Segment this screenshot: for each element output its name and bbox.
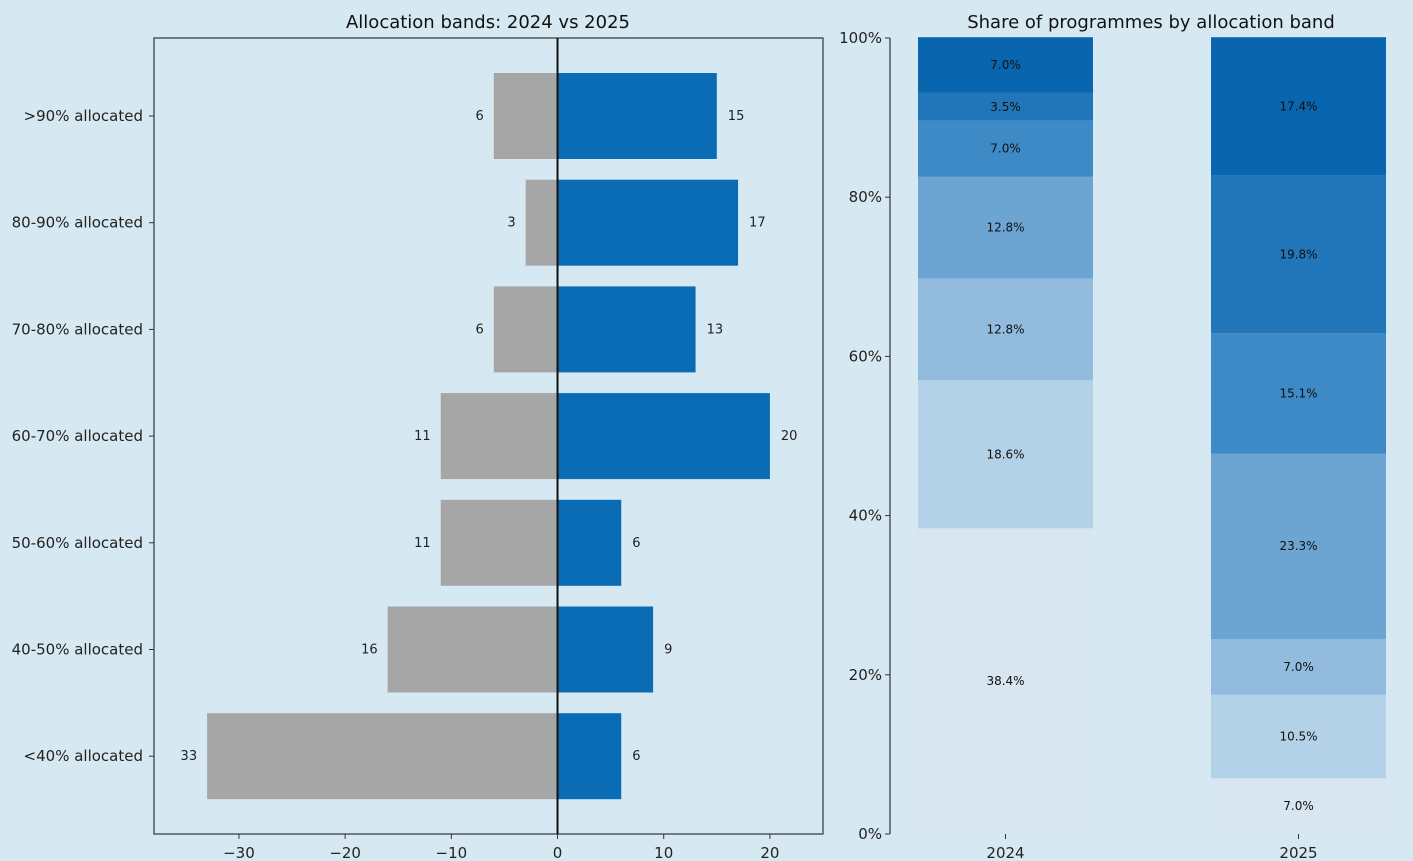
segment-label-2024-80-90-allocated: 3.5% (990, 100, 1021, 114)
x-tick-label-2025: 2025 (1279, 844, 1317, 861)
y-tick-label-3: 60% (849, 347, 882, 365)
bar-label-2025-70-80-allocated: 13 (707, 322, 724, 337)
segment-label-2025-50-60-allocated: 7.0% (1283, 660, 1314, 674)
segment-label-2025-40-50-allocated: 10.5% (1279, 729, 1317, 743)
segment-label-2024-70-80-allocated: 7.0% (990, 142, 1021, 156)
bar-label-2025-60-70-allocated: 20 (781, 429, 798, 444)
segment-2024-40-50-allocated (918, 380, 1093, 529)
segment-2025-40-50-allocated (1211, 694, 1386, 779)
segment-label-2025-90-allocated: 17.4% (1279, 99, 1317, 113)
x-tick-label-1: −20 (329, 844, 361, 861)
y-tick-label-1: 20% (849, 666, 882, 684)
segment-label-2025-70-80-allocated: 15.1% (1279, 386, 1317, 400)
bar-label-2024-90-allocated: 6 (476, 109, 484, 124)
x-tick-label-3: 0 (553, 844, 563, 861)
bar-2025-80-90-allocated (557, 179, 739, 266)
y-tick-label-4: 80% (849, 188, 882, 206)
bar-2025-70-80-allocated (557, 286, 696, 373)
segment-2025-40-allocated (1211, 778, 1386, 834)
bar-label-2025-40-allocated: 6 (632, 749, 640, 764)
bar-label-2024-60-70-allocated: 11 (414, 429, 431, 444)
segment-label-2025-60-70-allocated: 23.3% (1279, 539, 1317, 553)
segment-2024-90-allocated (918, 37, 1093, 93)
y-tick-label-0: 0% (858, 825, 882, 843)
bar-label-2025-40-50-allocated: 9 (664, 643, 672, 658)
segment-2025-80-90-allocated (1211, 175, 1386, 334)
y-tick-label-70-80-allocated: 70-80% allocated (12, 320, 143, 338)
bar-label-2024-80-90-allocated: 3 (507, 216, 515, 231)
bar-2024-40-50-allocated (387, 606, 558, 693)
segment-label-2024-40-allocated: 38.4% (986, 674, 1024, 688)
bar-2024-60-70-allocated (440, 393, 558, 480)
bar-label-2024-40-allocated: 33 (181, 749, 198, 764)
segment-2024-60-70-allocated (918, 176, 1093, 279)
segment-2025-70-80-allocated (1211, 333, 1386, 454)
stacked-share-chart: Share of programmes by allocation band 3… (839, 12, 1386, 861)
bar-2024-80-90-allocated (525, 179, 558, 266)
segment-label-2024-90-allocated: 7.0% (990, 58, 1021, 72)
x-tick-label-4: 10 (654, 844, 673, 861)
bar-2025-40-allocated (557, 713, 622, 800)
bar-label-2025-50-60-allocated: 6 (632, 536, 640, 551)
bar-2024-70-80-allocated (493, 286, 558, 373)
segment-2024-40-allocated (918, 528, 1093, 834)
bar-2024-50-60-allocated (440, 499, 558, 586)
x-tick-label-2024: 2024 (986, 844, 1024, 861)
bar-label-2024-70-80-allocated: 6 (476, 322, 484, 337)
y-tick-label-2: 40% (849, 507, 882, 525)
bar-label-2024-50-60-allocated: 11 (414, 536, 431, 551)
segment-2024-70-80-allocated (918, 120, 1093, 177)
segment-2024-50-60-allocated (918, 278, 1093, 381)
segment-label-2024-40-50-allocated: 18.6% (986, 447, 1024, 461)
segment-label-2024-50-60-allocated: 12.8% (986, 322, 1024, 336)
bar-label-2024-40-50-allocated: 16 (361, 643, 378, 658)
bar-2025-50-60-allocated (557, 499, 622, 586)
diverging-bar-chart: Allocation bands: 2024 vs 2025 6 15 3 17 6 13… (12, 12, 824, 861)
y-tick-label-50-60-allocated: 50-60% allocated (12, 534, 143, 552)
bar-label-2025-90-allocated: 15 (728, 109, 745, 124)
right-chart-title: Share of programmes by allocation band (967, 12, 1335, 33)
y-tick-label-60-70-allocated: 60-70% allocated (12, 427, 143, 445)
segment-2025-90-allocated (1211, 37, 1386, 176)
x-tick-label-5: 20 (760, 844, 779, 861)
segment-2025-50-60-allocated (1211, 638, 1386, 695)
x-tick-label-0: −30 (223, 844, 255, 861)
left-chart-title: Allocation bands: 2024 vs 2025 (346, 12, 630, 33)
y-tick-label-5: 100% (839, 29, 882, 47)
bar-2025-40-50-allocated (557, 606, 654, 693)
bar-2024-90-allocated (493, 73, 558, 159)
bar-2024-40-allocated (207, 713, 558, 800)
y-tick-label-40-allocated: <40% allocated (24, 747, 143, 765)
y-tick-label-40-50-allocated: 40-50% allocated (12, 641, 143, 659)
x-tick-label-2: −10 (436, 844, 468, 861)
bar-label-2025-80-90-allocated: 17 (749, 216, 766, 231)
segment-label-2025-40-allocated: 7.0% (1283, 799, 1314, 813)
segment-2024-80-90-allocated (918, 92, 1093, 121)
bar-2025-60-70-allocated (557, 393, 770, 480)
y-tick-label-90-allocated: >90% allocated (24, 107, 143, 125)
segment-2025-60-70-allocated (1211, 453, 1386, 639)
segment-label-2025-80-90-allocated: 19.8% (1279, 248, 1317, 262)
segment-label-2024-60-70-allocated: 12.8% (986, 220, 1024, 234)
y-tick-label-80-90-allocated: 80-90% allocated (12, 214, 143, 232)
bar-2025-90-allocated (557, 73, 717, 159)
